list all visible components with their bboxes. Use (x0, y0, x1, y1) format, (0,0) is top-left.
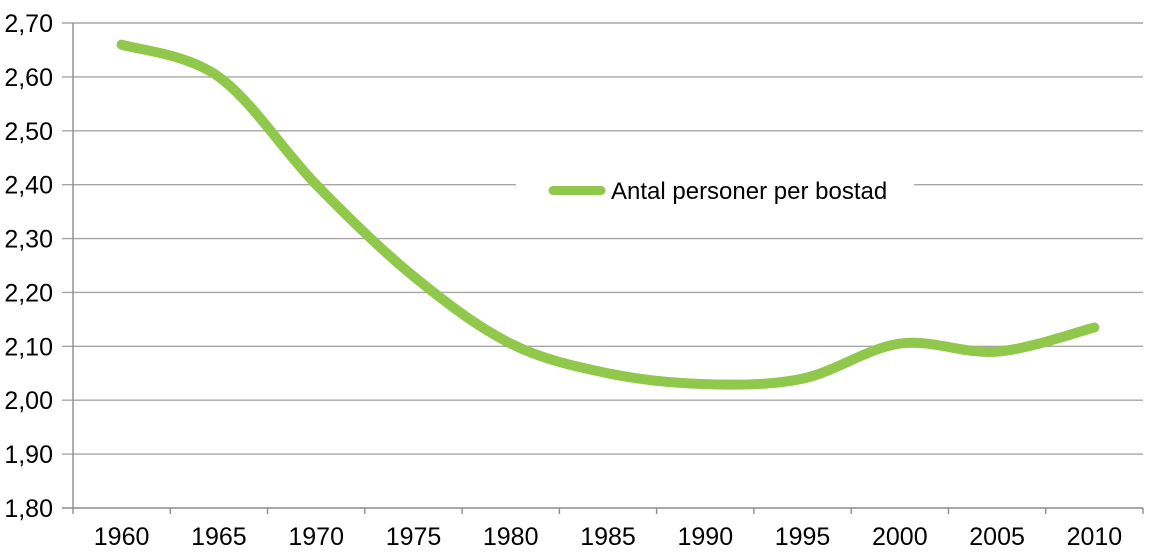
x-tick-label: 2000 (872, 523, 928, 551)
y-gridlines (62, 22, 1143, 455)
legend: Antal personer per bostad (548, 178, 887, 205)
x-tick-label: 1990 (677, 523, 733, 551)
x-tick-label: 1960 (94, 523, 150, 551)
x-tick-label: 1985 (580, 523, 636, 551)
x-tick-label: 2010 (1067, 523, 1123, 551)
x-tick-label: 1970 (288, 523, 344, 551)
x-tick-label: 1965 (191, 523, 247, 551)
series-line-antal-personer-per-bostad (116, 39, 1100, 390)
y-tick-label: 2,70 (4, 10, 53, 38)
y-tick-label: 2,50 (4, 118, 53, 146)
y-tick-label: 2,60 (4, 64, 53, 92)
x-tick-label: 1995 (775, 523, 831, 551)
axes (62, 23, 1144, 514)
x-tick-label: 2005 (969, 523, 1025, 551)
y-tick-label: 2,10 (4, 333, 53, 361)
y-tick-label: 2,20 (4, 279, 53, 307)
legend-label: Antal personer per bostad (611, 178, 887, 205)
y-tick-label: 1,90 (4, 441, 53, 469)
x-tick-label: 1975 (386, 523, 442, 551)
y-tick-label: 2,30 (4, 226, 53, 254)
y-tick-labels: 2,70 2,60 2,50 2,40 2,30 2,20 2,10 2,00 1,90 1,80 (4, 10, 53, 523)
x-tick-label: 1980 (483, 523, 539, 551)
y-tick-label: 2,40 (4, 172, 53, 200)
y-tick-label: 2,00 (4, 387, 53, 415)
x-tick-labels: 1960 1965 1970 1975 1980 1985 1990 1995 2000 2005… (94, 523, 1122, 551)
y-tick-label: 1,80 (4, 495, 53, 523)
